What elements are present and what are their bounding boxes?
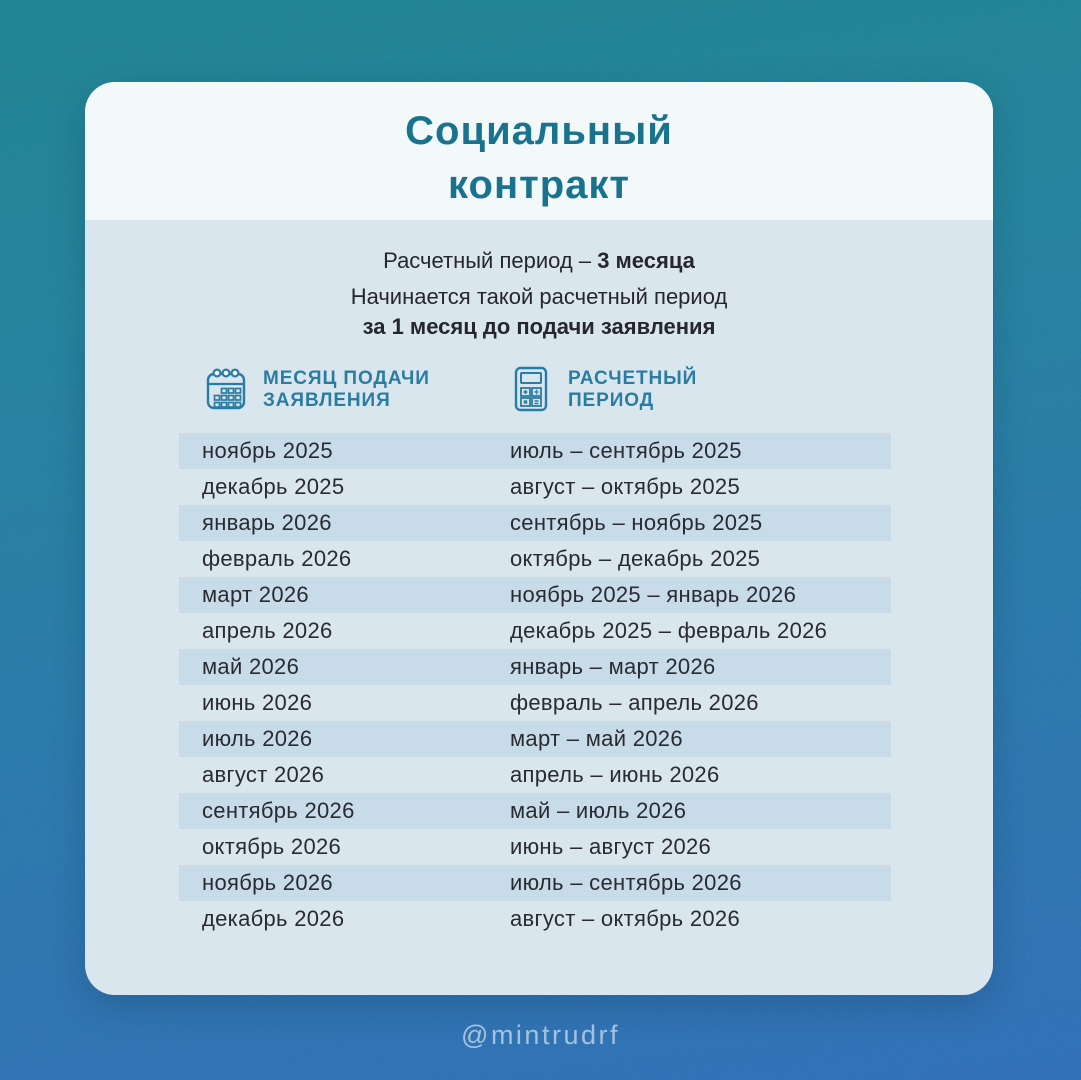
cell-application-month: август 2026 — [202, 762, 325, 787]
cell-calculation-period: ноябрь 2025 – январь 2026 — [510, 582, 797, 607]
cell-application-month: июль 2026 — [202, 726, 313, 751]
table-row: декабрь 2026 август – октябрь 2026 — [179, 901, 891, 937]
table-row: сентябрь 2026 май – июль 2026 — [179, 793, 891, 829]
cell-calculation-period: сентябрь – ноябрь 2025 — [510, 510, 763, 535]
cell-application-month: июнь 2026 — [202, 690, 313, 715]
table-row: июль 2026 март – май 2026 — [179, 721, 891, 757]
cell-calculation-period: декабрь 2025 – февраль 2026 — [510, 618, 828, 643]
social-handle: @mintrudrf — [461, 1020, 620, 1050]
cell-calculation-period: август – октябрь 2026 — [510, 906, 740, 931]
column-1-label-line1: МЕСЯЦ ПОДАЧИ — [263, 368, 430, 389]
cell-application-month: декабрь 2026 — [202, 906, 345, 931]
card-header: Социальный контракт — [85, 82, 993, 220]
table-row: ноябрь 2026 июль – сентябрь 2026 — [179, 865, 891, 901]
intro-text: Расчетный период – 3 месяца Начинается т… — [85, 220, 993, 342]
table-row: февраль 2026 октябрь – декабрь 2025 — [179, 541, 891, 577]
column-1-label-line2: ЗАЯВЛЕНИЯ — [263, 390, 391, 411]
table-row: ноябрь 2025 июль – сентябрь 2025 — [179, 433, 891, 469]
table-row: март 2026 ноябрь 2025 – январь 2026 — [179, 577, 891, 613]
cell-calculation-period: июнь – август 2026 — [510, 834, 712, 859]
column-header-label: РАСЧЕТНЫЙ ПЕРИОД — [568, 365, 697, 413]
cell-application-month: январь 2026 — [202, 510, 332, 535]
page-title-line1: Социальный — [405, 109, 673, 153]
cell-application-month: декабрь 2025 — [202, 474, 345, 499]
intro-line3: за 1 месяц до подачи заявления — [362, 314, 716, 339]
table-row: октябрь 2026 июнь – август 2026 — [179, 829, 891, 865]
cell-calculation-period: май – июль 2026 — [510, 798, 687, 823]
cell-calculation-period: февраль – апрель 2026 — [510, 690, 759, 715]
column-2-label-line1: РАСЧЕТНЫЙ — [568, 368, 698, 389]
intro-line2-3: Начинается такой расчетный период за 1 м… — [85, 282, 993, 342]
calendar-icon — [206, 368, 246, 410]
calculator-icon — [514, 366, 548, 412]
table-row: декабрь 2025 август – октябрь 2025 — [179, 469, 891, 505]
cell-calculation-period: октябрь – декабрь 2025 — [510, 546, 761, 571]
column-header-application-month: МЕСЯЦ ПОДАЧИ ЗАЯВЛЕНИЯ — [203, 365, 430, 413]
cell-application-month: ноябрь 2026 — [202, 870, 333, 895]
table-row: август 2026 апрель – июнь 2026 — [179, 757, 891, 793]
cell-application-month: май 2026 — [202, 654, 300, 679]
cell-calculation-period: июль – сентябрь 2025 — [510, 438, 742, 463]
cell-calculation-period: август – октябрь 2025 — [510, 474, 740, 499]
cell-application-month: октябрь 2026 — [202, 834, 342, 859]
infographic-card: Социальный контракт Расчетный период – 3… — [85, 82, 993, 995]
cell-calculation-period: январь – март 2026 — [510, 654, 716, 679]
table-row: июнь 2026 февраль – апрель 2026 — [179, 685, 891, 721]
cell-calculation-period: март – май 2026 — [510, 726, 683, 751]
cell-calculation-period: апрель – июнь 2026 — [510, 762, 720, 787]
cell-application-month: февраль 2026 — [202, 546, 352, 571]
cell-calculation-period: июль – сентябрь 2026 — [510, 870, 742, 895]
table-row: апрель 2026 декабрь 2025 – февраль 2026 — [179, 613, 891, 649]
column-header-calculation-period: РАСЧЕТНЫЙ ПЕРИОД — [508, 365, 697, 413]
table-row: май 2026 январь – март 2026 — [179, 649, 891, 685]
table-column-headers: МЕСЯЦ ПОДАЧИ ЗАЯВЛЕНИЯ РАСЧЕТНЫЙ — [179, 365, 891, 415]
cell-application-month: сентябрь 2026 — [202, 798, 355, 823]
cell-application-month: ноябрь 2025 — [202, 438, 333, 463]
intro-line2: Начинается такой расчетный период — [350, 284, 728, 309]
column-header-label: МЕСЯЦ ПОДАЧИ ЗАЯВЛЕНИЯ — [263, 365, 430, 413]
column-2-label-line2: ПЕРИОД — [568, 390, 655, 411]
intro-line1: Расчетный период – 3 месяца — [85, 246, 993, 276]
months-table: ноябрь 2025 июль – сентябрь 2025 декабрь … — [179, 433, 891, 937]
table-row: январь 2026 сентябрь – ноябрь 2025 — [179, 505, 891, 541]
intro-line1-regular: Расчетный период – — [383, 248, 598, 273]
cell-application-month: апрель 2026 — [202, 618, 333, 643]
cell-application-month: март 2026 — [202, 582, 309, 607]
page-title-line2: контракт — [448, 163, 630, 207]
page-title: Социальный контракт — [405, 90, 673, 212]
intro-line1-bold: 3 месяца — [597, 248, 695, 273]
